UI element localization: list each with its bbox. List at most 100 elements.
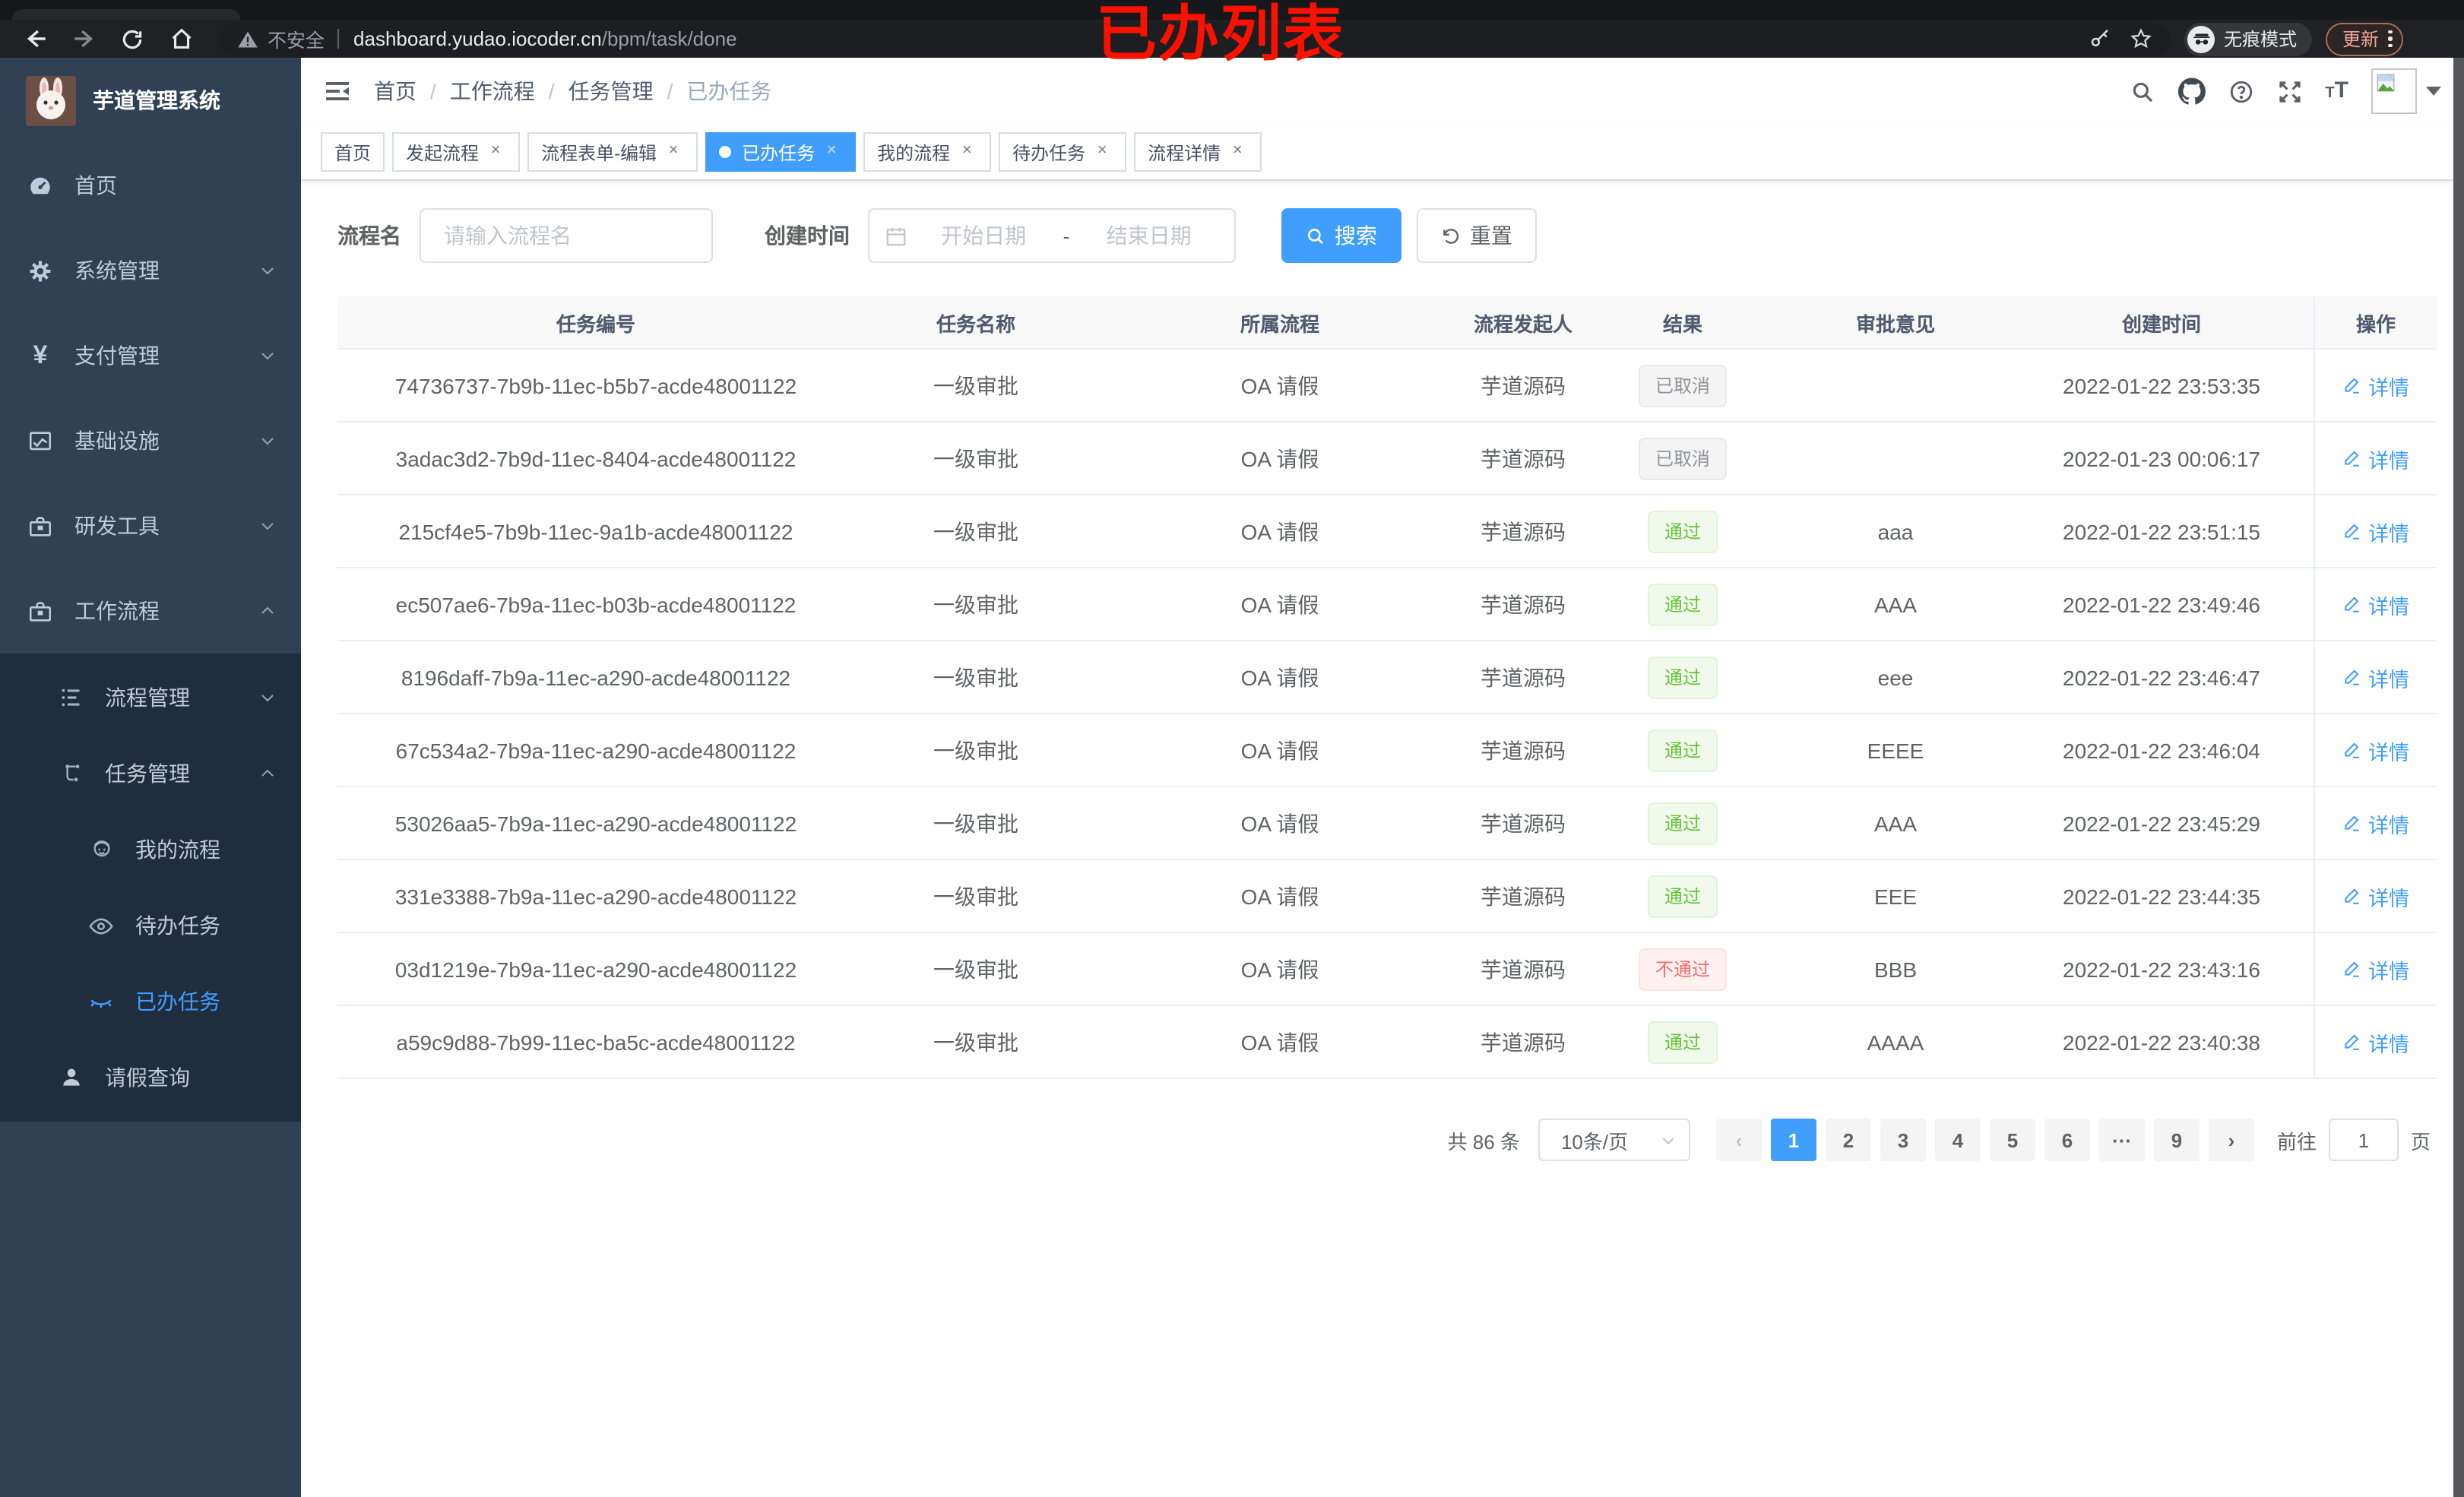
close-icon[interactable]: × [1097,141,1107,160]
page-number-button[interactable]: 4 [1934,1119,1981,1161]
back-icon[interactable] [21,25,49,52]
close-icon[interactable]: × [1232,141,1243,160]
page-number-button[interactable]: 1 [1770,1119,1816,1161]
detail-link[interactable]: 详情 [2342,954,2409,984]
detail-link-label: 详情 [2368,595,2409,618]
sidebar-logo-row[interactable]: 芋道管理系统 [0,58,301,143]
status-badge: 通过 [1647,510,1718,552]
cell-created-time: 2022-01-22 23:40:38 [2063,1030,2260,1054]
forward-icon[interactable] [70,25,97,52]
view-tab-label: 待办任务 [1012,142,1086,163]
fullscreen-icon[interactable] [2276,78,2302,104]
detail-link[interactable]: 详情 [2342,516,2409,546]
cell-starter: 芋道源码 [1481,373,1566,397]
sidebar-item-infra[interactable]: 基础设施 [0,398,301,483]
user-menu[interactable] [2371,68,2441,114]
avatar[interactable] [2371,68,2417,114]
key-icon[interactable] [2089,27,2111,50]
user-face-icon [88,837,114,862]
view-tab[interactable]: 流程表单-编辑 × [527,132,698,172]
page-scrollbar[interactable] [2453,58,2464,1497]
update-button[interactable]: 更新 [2326,22,2403,55]
detail-link[interactable]: 详情 [2342,443,2409,473]
search-icon[interactable] [2129,78,2155,104]
table-row: 74736737-7b9b-11ec-b5b7-acde48001122 一级审… [337,350,2437,423]
view-tab[interactable]: 我的流程 × [863,132,992,172]
view-tab[interactable]: 流程详情 × [1134,132,1262,172]
breadcrumb-item[interactable]: 任务管理 [568,79,654,103]
detail-link[interactable]: 详情 [2342,881,2409,911]
sidebar-item-devtools[interactable]: 研发工具 [0,483,301,568]
close-icon[interactable]: × [668,141,679,160]
detail-link[interactable]: 详情 [2342,808,2409,838]
sidebar-item-pay[interactable]: ¥ 支付管理 [0,313,301,398]
menu-dots-icon[interactable] [2388,30,2393,48]
collapse-sidebar-icon[interactable] [324,78,351,105]
date-range-picker[interactable]: 开始日期 - 结束日期 [868,208,1236,263]
view-tab[interactable]: 首页 × [321,132,385,172]
table-row: 53026aa5-7b9a-11ec-a290-acde48001122 一级审… [337,787,2437,860]
sidebar-item-leave-query[interactable]: 请假查询 [0,1040,301,1116]
sidebar-item-system[interactable]: 系统管理 [0,228,301,313]
sidebar-item-todo-task[interactable]: 待办任务 [0,888,301,964]
status-badge: 通过 [1647,875,1718,917]
font-size-icon[interactable]: TT [2325,78,2348,103]
browser-tab[interactable] [12,9,240,20]
sidebar-item-done-task[interactable]: 已办任务 [0,964,301,1040]
cell-process: OA 请假 [1240,446,1319,470]
search-button[interactable]: 搜索 [1281,208,1401,263]
home-icon[interactable] [167,25,195,52]
next-page-button[interactable]: › [2208,1119,2254,1161]
sidebar-item-my-process[interactable]: 我的流程 [0,812,301,888]
page-number-button[interactable]: ··· [2098,1119,2145,1161]
detail-link[interactable]: 详情 [2342,1027,2409,1057]
cell-starter: 芋道源码 [1481,1030,1566,1054]
view-tab[interactable]: 发起流程 × [392,132,521,172]
star-icon[interactable] [2130,27,2152,50]
breadcrumb-item[interactable]: 工作流程 [449,79,535,103]
jump-page-input[interactable] [2328,1119,2399,1161]
prev-page-button[interactable]: ‹ [1715,1119,1762,1161]
detail-link-label: 详情 [2368,960,2409,983]
help-icon[interactable] [2228,78,2253,104]
page-size-select[interactable]: 10条/页 [1538,1119,1690,1161]
page-number-button[interactable]: 3 [1880,1119,1926,1161]
page-number-button[interactable]: 6 [2044,1119,2090,1161]
sidebar-item-home[interactable]: 首页 [0,143,301,228]
close-icon[interactable]: × [826,141,837,160]
edit-icon [2345,742,2359,758]
detail-link[interactable]: 详情 [2342,370,2409,400]
page-number-button[interactable]: 5 [1989,1119,2035,1161]
sidebar-item-task-mgmt[interactable]: 任务管理 [0,736,301,812]
detail-link[interactable]: 详情 [2342,662,2409,692]
view-tab-label: 我的流程 [877,142,951,163]
reset-button[interactable]: 重置 [1417,208,1537,263]
person-icon [58,1065,84,1090]
process-name-input[interactable] [420,208,713,263]
detail-link[interactable]: 详情 [2342,589,2409,619]
sidebar-item-workflow[interactable]: 工作流程 [0,568,301,654]
main-area: 首页 / 工作流程 / 任务管理 / 已办任务 [301,58,2464,1497]
close-icon[interactable]: × [961,141,972,160]
cell-task-name: 一级审批 [933,1030,1018,1054]
view-tab[interactable]: 待办任务 × [999,132,1127,172]
address-bar[interactable]: 不安全 dashboard.yudao.iocoder.cn/bpm/task/… [219,22,2171,55]
cell-comment: EEE [1873,884,1917,908]
view-tab[interactable]: 已办任务 × [705,132,857,172]
github-icon[interactable] [2177,78,2206,105]
page-number-button[interactable]: 2 [1825,1119,1871,1161]
breadcrumb-item[interactable]: 首页 [374,79,416,103]
sidebar-item-label: 我的流程 [135,837,220,862]
breadcrumb: 首页 / 工作流程 / 任务管理 / 已办任务 [374,76,771,106]
page-number-button[interactable]: 9 [2153,1119,2200,1161]
cell-created-time: 2022-01-22 23:45:29 [2063,811,2260,835]
browser-toolbar: 不安全 dashboard.yudao.iocoder.cn/bpm/task/… [0,20,2464,58]
cell-created-time: 2022-01-22 23:46:04 [2063,738,2260,762]
cell-action: 详情 [2314,350,2437,421]
sidebar-item-process-mgmt[interactable]: 流程管理 [0,660,301,736]
reload-icon[interactable] [119,25,146,52]
detail-link[interactable]: 详情 [2342,735,2409,765]
close-icon[interactable]: × [490,141,501,160]
url-host: dashboard.yudao.iocoder.cn [353,27,602,50]
edit-icon [2345,888,2359,904]
